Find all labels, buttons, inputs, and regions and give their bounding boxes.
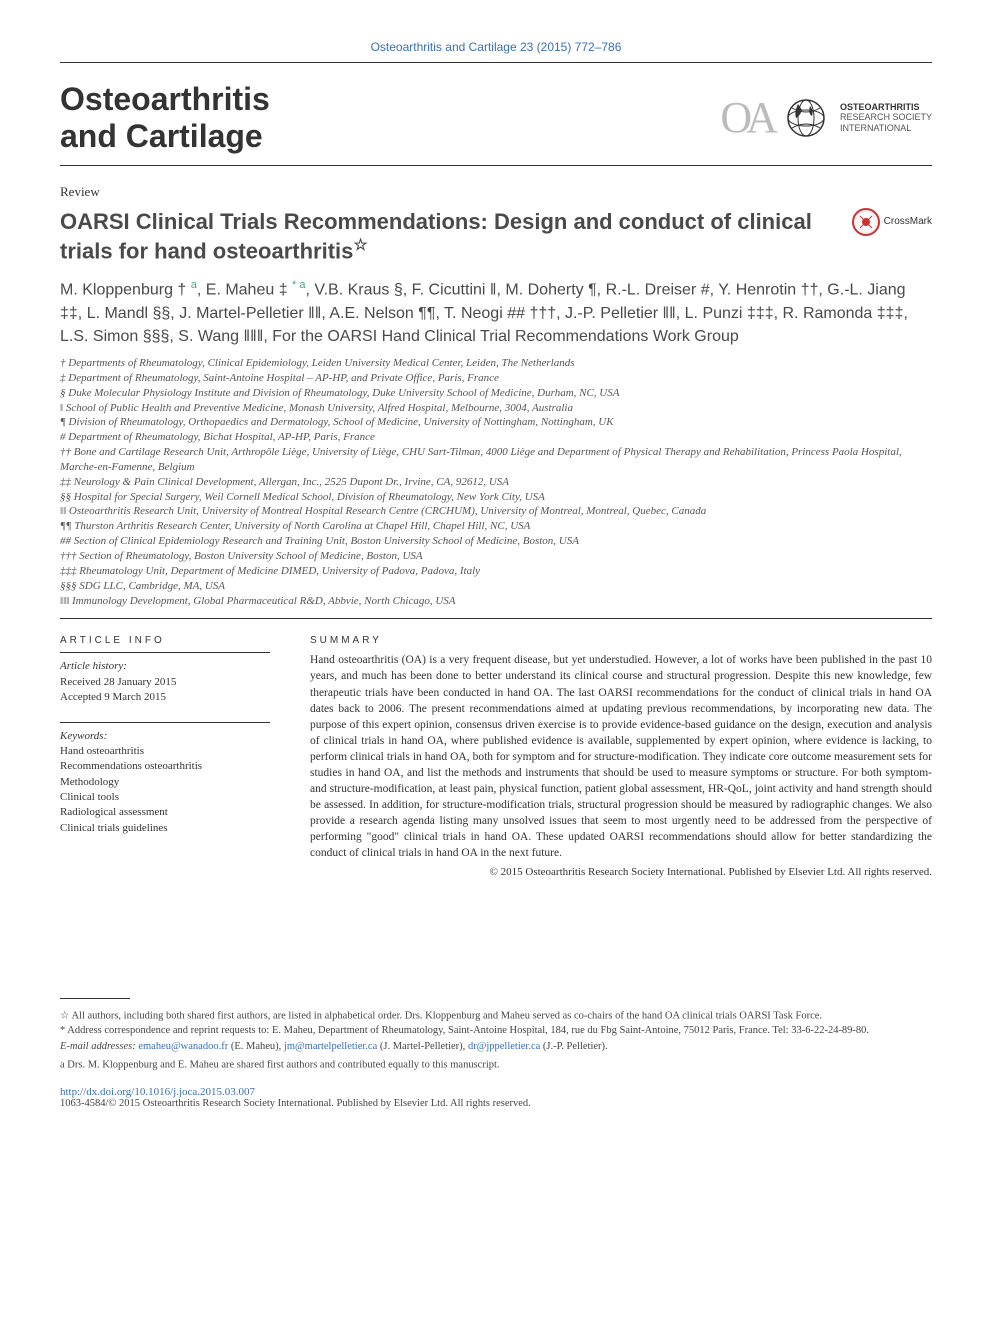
divider [60,62,932,63]
keyword-item: Clinical trials guidelines [60,821,270,836]
keyword-item: Recommendations osteoarthritis [60,759,270,774]
issn-copyright: 1063-4584/© 2015 Osteoarthritis Research… [60,1098,932,1109]
affiliation-row: §§§ SDG LLC, Cambridge, MA, USA [60,579,932,594]
summary-heading: SUMMARY [310,635,932,646]
email-link[interactable]: emaheu@wanadoo.fr [138,1041,228,1052]
keyword-item: Clinical tools [60,790,270,805]
affiliation-list: † Departments of Rheumatology, Clinical … [60,356,932,608]
affiliation-row: † Departments of Rheumatology, Clinical … [60,356,932,371]
affiliation-row: ‡‡ Neurology & Pain Clinical Development… [60,475,932,490]
email-link[interactable]: dr@jppelletier.ca [468,1041,540,1052]
footnotes: ☆ All authors, including both shared fir… [60,998,932,1073]
crossmark-icon [852,208,880,236]
page-container: Osteoarthritis and Cartilage 23 (2015) 7… [0,0,992,1149]
article-info-heading: ARTICLE INFO [60,635,270,646]
affiliation-row: ‖‖‖ Immunology Development, Global Pharm… [60,594,932,609]
affiliation-row: ¶ Division of Rheumatology, Orthopaedics… [60,415,932,430]
affiliation-row: †† Bone and Cartilage Research Unit, Art… [60,445,932,475]
crossmark-badge[interactable]: CrossMark [852,208,932,236]
article-info-column: ARTICLE INFO Article history: Received 2… [60,635,270,877]
title-row: OARSI Clinical Trials Recommendations: D… [60,208,932,267]
affiliation-row: ¶¶ Thurston Arthritis Research Center, U… [60,519,932,534]
globe-icon [784,96,828,140]
society-line1: OSTEOARTHRITIS [840,102,932,113]
keyword-item: Radiological assessment [60,805,270,820]
received-date: Received 28 January 2015 [60,675,270,690]
title-text: OARSI Clinical Trials Recommendations: D… [60,209,812,264]
info-summary-row: ARTICLE INFO Article history: Received 2… [60,635,932,877]
affiliation-row: ## Section of Clinical Epidemiology Rese… [60,534,932,549]
author-list: M. Kloppenburg † a, E. Maheu ‡ * a, V.B.… [60,278,932,348]
footnote-shared-authors: a Drs. M. Kloppenburg and E. Maheu are s… [60,1054,932,1073]
masthead: Osteoarthritis and Cartilage OA OSTEOART… [60,81,932,155]
crossmark-label: CrossMark [884,216,932,227]
journal-name-line1: Osteoarthritis [60,81,270,117]
email-link[interactable]: jm@martelpelletier.ca [284,1041,377,1052]
affiliation-row: §§ Hospital for Special Surgery, Weil Co… [60,490,932,505]
summary-copyright: © 2015 Osteoarthritis Research Society I… [310,866,932,878]
society-line3: INTERNATIONAL [840,123,932,134]
divider [60,618,932,619]
title-footnote-marker: ☆ [353,237,367,254]
society-logo: OA OSTEOARTHRITIS RESEARCH SOCIETY INTER… [720,92,932,143]
footnote-emails: E-mail addresses: emaheu@wanadoo.fr (E. … [60,1039,932,1054]
oa-mark-icon: OA [720,92,772,143]
doi-link[interactable]: http://dx.doi.org/10.1016/j.joca.2015.03… [60,1086,932,1098]
affiliation-row: # Department of Rheumatology, Bichat Hos… [60,430,932,445]
summary-text: Hand osteoarthritis (OA) is a very frequ… [310,652,932,861]
emails-label: E-mail addresses: [60,1041,136,1052]
footnote-correspondence: * Address correspondence and reprint req… [60,1023,932,1038]
journal-name-line2: and Cartilage [60,118,263,154]
keyword-item: Methodology [60,775,270,790]
article-type: Review [60,184,932,200]
affiliation-row: ‡‡‡ Rheumatology Unit, Department of Med… [60,564,932,579]
affiliation-row: § Duke Molecular Physiology Institute an… [60,386,932,401]
society-name: OSTEOARTHRITIS RESEARCH SOCIETY INTERNAT… [840,102,932,134]
article-title: OARSI Clinical Trials Recommendations: D… [60,208,832,267]
journal-name: Osteoarthritis and Cartilage [60,81,270,155]
society-line2: RESEARCH SOCIETY [840,112,932,123]
history-label: Article history: [60,659,270,674]
keywords-label: Keywords: [60,729,270,744]
affiliation-row: ‖‖ Osteoarthritis Research Unit, Univers… [60,504,932,519]
affiliation-row: ‖ School of Public Health and Preventive… [60,401,932,416]
keyword-item: Hand osteoarthritis [60,744,270,759]
footnote-star: ☆ All authors, including both shared fir… [60,1005,932,1024]
affiliation-row: ††† Section of Rheumatology, Boston Univ… [60,549,932,564]
summary-column: SUMMARY Hand osteoarthritis (OA) is a ve… [310,635,932,877]
article-history: Article history: Received 28 January 201… [60,659,270,705]
divider [60,165,932,166]
citation-header[interactable]: Osteoarthritis and Cartilage 23 (2015) 7… [60,40,932,54]
affiliation-row: ‡ Department of Rheumatology, Saint-Anto… [60,371,932,386]
keywords-block: Keywords: Hand osteoarthritisRecommendat… [60,729,270,837]
accepted-date: Accepted 9 March 2015 [60,690,270,705]
